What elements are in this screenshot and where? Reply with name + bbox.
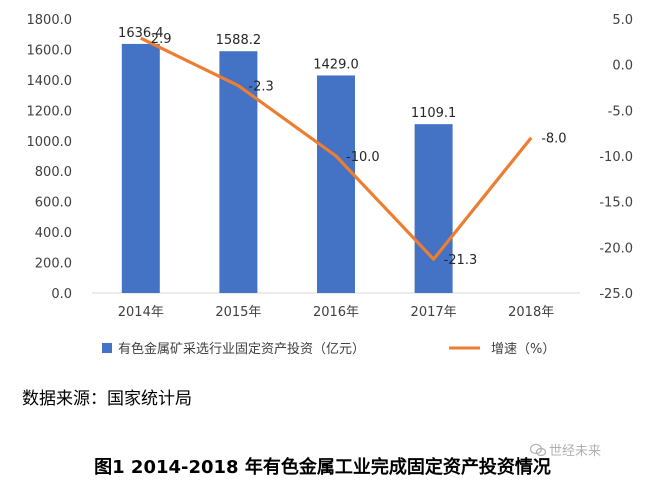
source-note: 数据来源：国家统计局 — [22, 389, 192, 409]
right-axis-tick-label: -5.0 — [608, 104, 633, 119]
right-y-axis: 5.0 0.0 -5.0 -10.0 -15.0 -20.0 -25.0 — [599, 13, 633, 302]
left-axis-tick-label: 800.0 — [35, 165, 72, 180]
legend-line-label: 增速（%） — [491, 342, 555, 357]
bar-series: 1636.4 1588.2 1429.0 1109.1 — [118, 26, 457, 294]
bar-data-label: 1588.2 — [216, 33, 262, 48]
bar-data-label: 1109.1 — [411, 106, 457, 121]
left-axis-tick-label: 1000.0 — [27, 135, 73, 150]
bar-data-label: 1429.0 — [313, 57, 359, 72]
line-data-label: -21.3 — [444, 253, 478, 268]
left-axis-tick-label: 400.0 — [35, 226, 72, 241]
left-y-axis: 0.0 200.0 400.0 600.0 800.0 1000.0 1200.0 1400.… — [27, 13, 73, 302]
right-axis-tick-label: -20.0 — [599, 241, 633, 256]
speech-bubble-icon — [530, 443, 546, 456]
left-axis-tick-label: 1400.0 — [27, 74, 73, 89]
right-axis-tick-label: -15.0 — [599, 196, 633, 211]
line-data-label: -8.0 — [541, 132, 566, 147]
line-data-label: -10.0 — [346, 150, 380, 165]
left-axis-tick-label: 1600.0 — [27, 43, 73, 58]
right-axis-tick-label: -10.0 — [599, 150, 633, 165]
x-axis-tick-label: 2017年 — [411, 305, 457, 320]
bar — [219, 51, 258, 294]
left-axis-tick-label: 0.0 — [51, 287, 72, 302]
bar — [121, 43, 160, 293]
figure-caption: 图1 2014-2018 年有色金属工业完成固定资产投资情况 — [94, 457, 551, 478]
x-axis-tick-label: 2015年 — [215, 305, 261, 320]
x-axis-tick-label: 2018年 — [508, 305, 554, 320]
combo-chart: 0.0 200.0 400.0 600.0 800.0 1000.0 1200.0 1400.… — [27, 13, 634, 357]
growth-line — [140, 36, 533, 261]
left-axis-tick-label: 600.0 — [35, 196, 72, 211]
x-axis-tick-label: 2016年 — [313, 305, 359, 320]
watermark: 世经未来 — [530, 440, 601, 459]
watermark-text: 世经未来 — [549, 444, 602, 459]
right-axis-tick-label: -25.0 — [599, 287, 633, 302]
right-axis-tick-label: 5.0 — [612, 13, 633, 28]
left-axis-tick-label: 1200.0 — [27, 104, 73, 119]
line-data-label: -2.3 — [248, 80, 273, 95]
line-series: 2.9 -2.3 -10.0 -21.3 -8.0 — [140, 32, 567, 268]
line-data-label: 2.9 — [151, 32, 172, 47]
bar — [414, 124, 453, 293]
x-axis-tick-label: 2014年 — [118, 305, 164, 320]
legend: 有色金属矿采选行业固定资产投资（亿元） 增速（%） — [102, 341, 555, 357]
left-axis-tick-label: 1800.0 — [27, 13, 73, 28]
x-axis-tick-labels: 2014年 2015年 2016年 2017年 2018年 — [118, 305, 554, 320]
right-axis-tick-label: 0.0 — [612, 59, 633, 74]
bar-data-label: 1636.4 — [118, 26, 164, 41]
legend-bar-swatch — [102, 343, 112, 353]
bar — [317, 75, 355, 293]
legend-bar-label: 有色金属矿采选行业固定资产投资（亿元） — [118, 341, 365, 357]
left-axis-tick-label: 200.0 — [35, 257, 72, 272]
